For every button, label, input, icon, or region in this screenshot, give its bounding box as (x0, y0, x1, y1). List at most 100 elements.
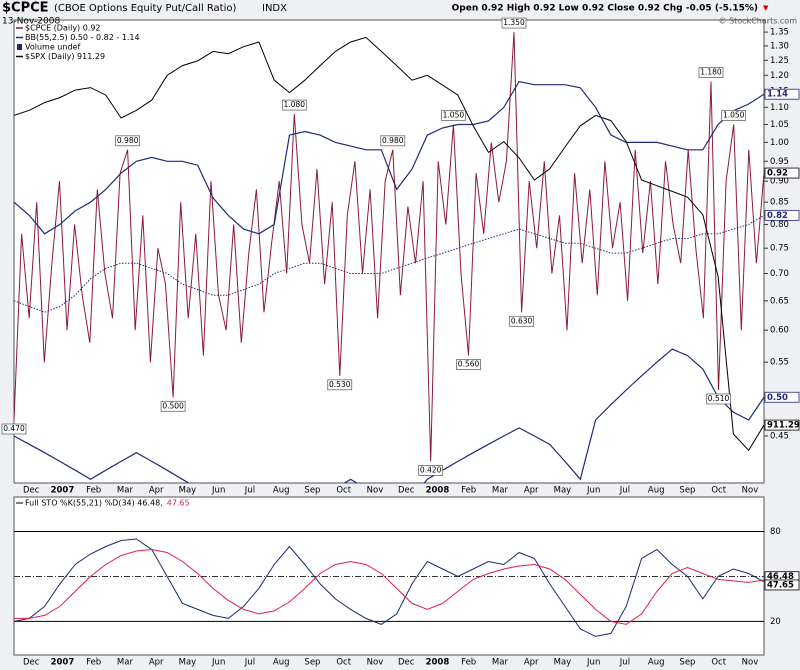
value-label-box (281, 99, 307, 111)
y-tick-label: 1.00 (770, 138, 789, 148)
value-label-box (456, 359, 481, 370)
y-tick-label: 0.65 (770, 296, 789, 306)
x-tick-label: Mar (492, 658, 509, 668)
x-tick-label: Feb (461, 486, 476, 496)
x-tick-label: Sep (679, 658, 695, 668)
end-label: 0.92 (767, 169, 788, 179)
y-tick-label: 0.85 (770, 198, 789, 208)
x-tick-label: Jun (211, 486, 225, 496)
x-tick-label: Nov (742, 658, 759, 668)
x-tick-label: Jun (211, 658, 225, 668)
x-tick-label: Aug (273, 658, 290, 668)
legend-swatch (17, 44, 22, 50)
x-tick-label: Apr (524, 486, 539, 496)
y-tick-label: 0.60 (770, 326, 789, 336)
end-label: 911.29 (767, 421, 800, 431)
series-line (14, 32, 764, 462)
value-label-box (380, 135, 406, 147)
value-label-box (418, 465, 444, 476)
legend-label: $SPX (Daily) 911.29 (25, 52, 105, 61)
value-label: 0.530 (329, 380, 351, 389)
value-label-box (698, 67, 724, 78)
band-lower (14, 348, 764, 483)
value-label-box (1, 423, 27, 435)
x-tick-label: Oct (711, 658, 726, 668)
value-label-box (501, 17, 527, 29)
y-tick-label: 0.70 (770, 269, 789, 279)
end-label-box (764, 419, 800, 431)
x-tick-label: May (179, 486, 197, 496)
value-label: 1.180 (700, 68, 722, 77)
end-label-box (764, 391, 800, 403)
y-tick-label: 1.05 (770, 120, 789, 130)
x-tick-label: May (179, 658, 197, 668)
value-label: 0.420 (420, 465, 442, 474)
credit: © StockCharts.com (719, 17, 798, 26)
value-label: 0.980 (117, 136, 139, 145)
end-label: 1.14 (767, 90, 788, 100)
value-label-box (509, 315, 534, 327)
x-tick-label: 2007 (51, 658, 75, 668)
symbol: $CPCE (2, 1, 49, 16)
x-tick-label: Mar (117, 486, 134, 496)
end-label-box (764, 579, 800, 591)
value-label-box (160, 400, 186, 412)
main-plot (14, 32, 764, 483)
x-tick-label: Feb (461, 658, 476, 668)
value-label: 1.050 (443, 110, 465, 119)
y-tick-label: 80 (770, 527, 781, 537)
y-tick-label: 1.25 (770, 56, 789, 66)
y-tick-label: 20 (770, 617, 781, 627)
end-label: 0.50 (767, 393, 788, 403)
x-tick-label: Jul (619, 486, 630, 496)
end-label-box (764, 209, 800, 221)
value-label-box (115, 135, 140, 147)
end-label-box (764, 88, 800, 100)
legend-label: $CPCE (Daily) 0.92 (25, 24, 101, 33)
end-label: 47.65 (767, 580, 794, 590)
x-tick-label: May (554, 658, 572, 668)
x-tick-label: Aug (648, 486, 665, 496)
sto-d-value: 47.65 (167, 499, 190, 508)
x-tick-label: Dec (398, 658, 415, 668)
x-tick-label: Mar (117, 658, 134, 668)
x-tick-label: Jul (244, 486, 255, 496)
x-tick-label: Aug (273, 486, 290, 496)
x-tick-label: Oct (711, 486, 726, 496)
x-tick-label: Oct (336, 658, 351, 668)
value-label-box (706, 393, 731, 405)
value-label-box (441, 110, 466, 121)
x-tick-label: Sep (304, 658, 320, 668)
x-tick-label: 2007 (51, 486, 75, 496)
x-tick-label: May (554, 486, 572, 496)
y-tick-label: 0.80 (770, 220, 789, 230)
x-tick-label: Aug (648, 658, 665, 668)
x-tick-label: Dec (23, 658, 40, 668)
x-tick-label: 2008 (426, 658, 450, 668)
y-tick-label: 0.95 (770, 157, 789, 167)
end-label: 0.82 (767, 211, 788, 221)
x-tick-label: Jul (244, 658, 255, 668)
x-tick-label: Sep (679, 486, 695, 496)
value-label: 0.560 (458, 360, 480, 369)
end-label-box (764, 167, 800, 179)
series-line (14, 538, 764, 637)
x-tick-label: Apr (149, 486, 164, 496)
x-tick-label: Jul (619, 658, 630, 668)
x-tick-label: Apr (524, 658, 539, 668)
value-label: 1.050 (723, 110, 745, 119)
x-tick-label: Jun (586, 658, 600, 668)
value-label: 0.470 (3, 424, 25, 433)
band-middle (14, 214, 764, 313)
value-label: 0.510 (708, 394, 730, 403)
x-tick-label: Feb (86, 486, 101, 496)
end-label: 46.48 (767, 572, 794, 582)
y-tick-label: 1.30 (770, 41, 789, 51)
sto-title: Full STO %K(55,21) %D(34) 46.48, (25, 499, 163, 508)
series-line (14, 548, 764, 625)
sto-plot (14, 538, 764, 637)
down-arrow: ▼ (763, 4, 769, 12)
series-line (14, 36, 764, 452)
band-upper (14, 80, 764, 235)
quote: Open 0.92 High 0.92 Low 0.92 Close 0.92 … (452, 4, 758, 14)
